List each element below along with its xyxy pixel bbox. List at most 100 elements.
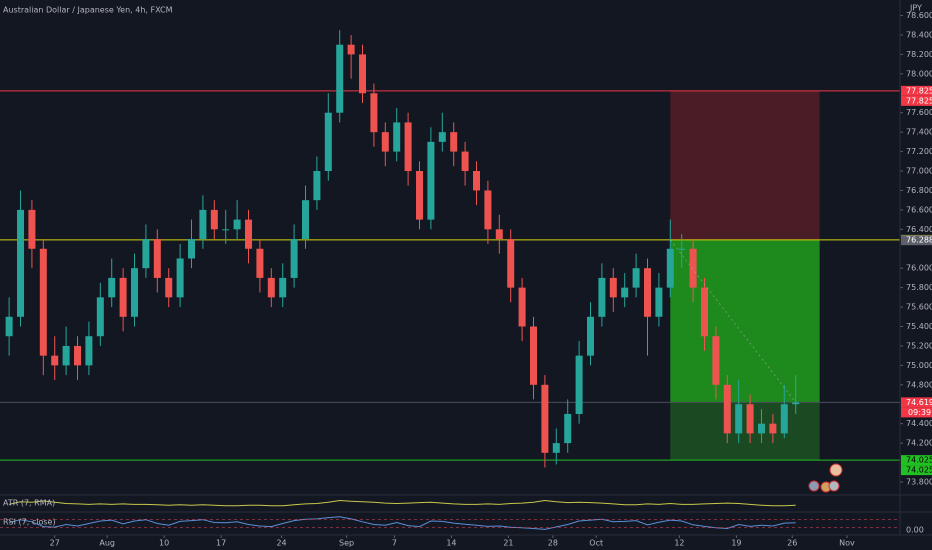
candle-body <box>85 336 93 366</box>
y-tick-label: 75.800 <box>906 283 932 292</box>
price-label-box <box>901 95 932 106</box>
icon <box>829 463 843 477</box>
candle-body <box>780 404 788 434</box>
candle-body <box>404 122 412 172</box>
candle-body <box>609 277 617 298</box>
candle-body <box>427 141 435 220</box>
x-tick-label: Sep <box>339 539 354 548</box>
candle-body <box>142 239 150 269</box>
position-path <box>669 239 797 403</box>
icon <box>808 480 820 492</box>
chart-title: Australian Dollar / Japanese Yen, 4h, FX… <box>3 6 173 15</box>
rsi-title: RSI (7, close) <box>3 518 56 527</box>
y-tick-label: 74.800 <box>906 380 932 389</box>
candle-body <box>210 209 218 230</box>
y-tick-label: 77.400 <box>906 128 932 137</box>
y-tick-label: 78.400 <box>906 30 932 39</box>
candle-body <box>416 171 424 220</box>
indicator-line <box>8 499 796 507</box>
candle-body <box>575 355 583 414</box>
candle-body <box>518 287 526 327</box>
candle-body <box>723 384 731 434</box>
x-tick-label: 28 <box>548 539 558 548</box>
candle-body <box>473 171 481 191</box>
y-tick-label: 75.000 <box>906 361 932 370</box>
candle-body <box>632 268 640 288</box>
y-tick-label: 74.200 <box>906 439 932 448</box>
target-zone-remaining <box>670 402 820 461</box>
x-tick-label: 7 <box>392 539 397 548</box>
candle-body <box>233 219 241 230</box>
candle-body <box>552 443 560 453</box>
candle-body <box>17 209 25 317</box>
y-tick-label: 76.600 <box>906 205 932 214</box>
price-label-box <box>901 235 932 246</box>
y-tick-label: 75.600 <box>906 303 932 312</box>
candle-body <box>530 326 538 385</box>
candle-body <box>666 248 674 288</box>
candle-body <box>495 229 503 240</box>
candle-body <box>450 132 458 152</box>
candle-body <box>393 122 401 152</box>
candle-body <box>176 258 184 298</box>
candle-body <box>199 209 207 240</box>
x-tick-label: 14 <box>446 539 456 548</box>
candle-body <box>188 239 196 259</box>
price-label: 76.288 <box>906 236 932 245</box>
candle-body <box>279 277 287 298</box>
price-label-box <box>901 85 932 96</box>
candle-body <box>51 355 59 366</box>
candle-body <box>324 112 332 172</box>
candle-body <box>598 277 606 317</box>
candle-body <box>746 404 754 434</box>
y-tick-label: 78.200 <box>906 50 932 59</box>
candle-body <box>256 248 264 278</box>
candle-body <box>267 277 275 298</box>
candle-body <box>769 423 777 434</box>
candle-body <box>359 54 367 94</box>
plot-layer <box>0 15 903 538</box>
candle-body <box>336 44 344 113</box>
candle-body <box>131 268 139 317</box>
x-tick-label: 26 <box>787 539 797 548</box>
candle-body <box>302 200 310 240</box>
candle-body <box>28 209 36 249</box>
candle-body <box>96 297 104 337</box>
price-label: 74.619 <box>906 398 932 407</box>
candle-body <box>39 248 47 356</box>
candle-body <box>222 229 230 231</box>
candle-body <box>313 171 321 201</box>
candle-body <box>587 316 595 356</box>
x-tick-label: 27 <box>50 539 60 548</box>
rsi-axis-label: 0.00 <box>906 526 924 535</box>
price-label-box <box>901 455 932 466</box>
price-label-box <box>901 397 932 408</box>
candle-body <box>689 248 697 288</box>
y-tick-label: 73.800 <box>906 477 932 486</box>
y-tick-label: 77.200 <box>906 147 932 156</box>
x-tick-label: 10 <box>159 539 169 548</box>
candle-body <box>621 287 629 298</box>
y-tick-label: 74.400 <box>906 419 932 428</box>
candle-body <box>62 345 70 366</box>
candle-body <box>438 132 446 142</box>
price-label: 74.025 <box>906 456 932 465</box>
candle-body <box>507 239 515 288</box>
candle-body <box>484 190 492 230</box>
x-tick-label: 24 <box>276 539 286 548</box>
candle-body <box>712 336 720 385</box>
x-tick-label: 12 <box>674 539 684 548</box>
indicator-line <box>8 516 796 530</box>
candle-body <box>757 423 765 434</box>
candle-body <box>74 345 82 366</box>
candle-body <box>700 287 708 337</box>
countdown-label: 09:39 <box>908 408 931 417</box>
y-tick-label: 75.200 <box>906 341 932 350</box>
candle-body <box>108 277 116 298</box>
y-tick-label: 76.800 <box>906 186 932 195</box>
candle-body <box>735 404 743 434</box>
y-tick-label: 77.600 <box>906 108 932 117</box>
icon <box>828 480 840 492</box>
y-tick-label: 76.400 <box>906 225 932 234</box>
